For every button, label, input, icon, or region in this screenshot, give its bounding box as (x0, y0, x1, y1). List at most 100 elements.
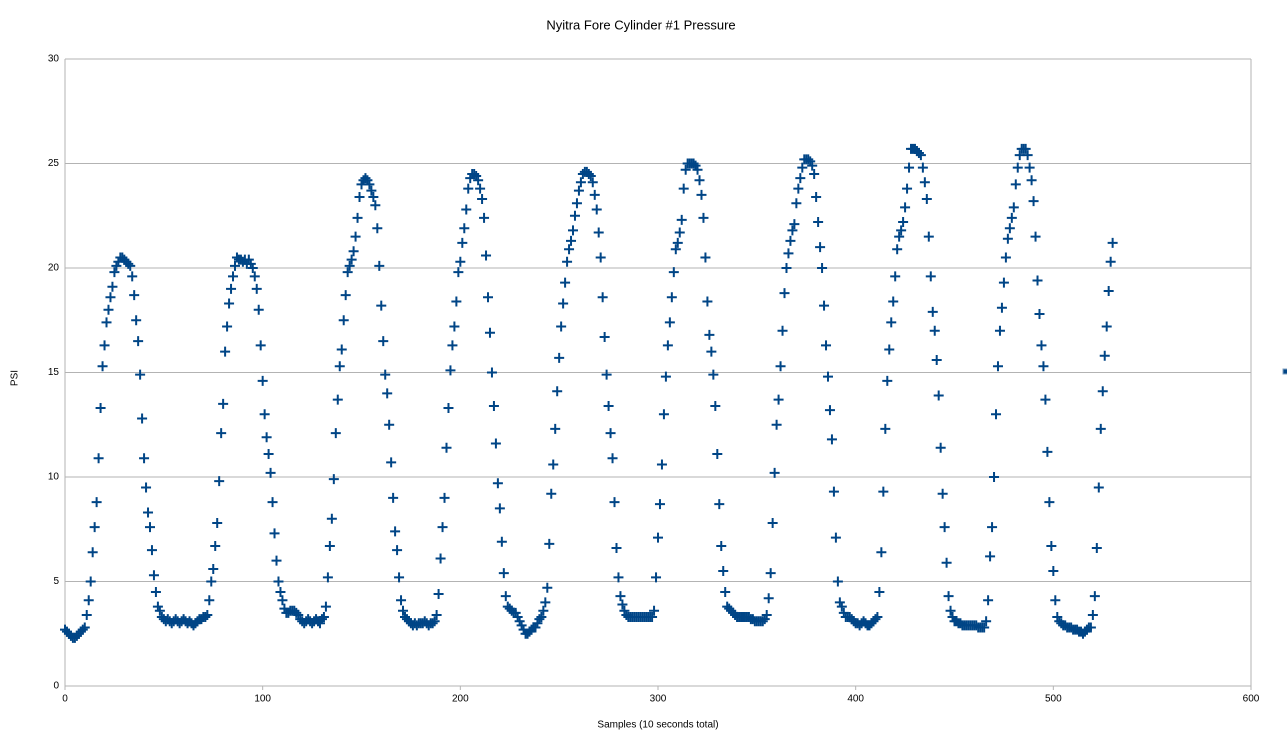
data-point (1036, 340, 1047, 351)
data-point (925, 271, 936, 282)
data-point (609, 497, 620, 508)
data-point (904, 162, 915, 173)
data-point (133, 336, 144, 347)
data-point (830, 532, 841, 543)
data-point (447, 340, 458, 351)
y-tick-label: 25 (48, 158, 60, 169)
data-point (208, 563, 219, 574)
data-point (1093, 482, 1104, 493)
data-point (587, 177, 598, 188)
data-point (376, 300, 387, 311)
data-point (821, 340, 832, 351)
data-point (564, 244, 575, 255)
data-point (807, 160, 818, 171)
data-point (435, 553, 446, 564)
data-point (1012, 162, 1023, 173)
data-point (781, 263, 792, 273)
data-point (769, 467, 780, 478)
data-point (921, 194, 932, 205)
data-point (708, 369, 719, 380)
data-point (688, 158, 699, 169)
data-point (824, 405, 835, 416)
data-point (328, 474, 339, 485)
data-point (218, 398, 229, 409)
data-point (500, 591, 511, 602)
data-point (143, 507, 154, 518)
data-point (603, 400, 614, 411)
data-point (672, 237, 683, 248)
data-point (939, 522, 950, 533)
data-point (79, 622, 90, 633)
data-point (87, 547, 98, 558)
data-point (247, 263, 258, 273)
data-point (536, 612, 547, 623)
data-point (139, 453, 150, 464)
data-point (1038, 361, 1049, 372)
data-point (1099, 350, 1110, 361)
data-point (488, 400, 499, 411)
data-point (795, 173, 806, 184)
data-point (486, 367, 497, 378)
data-point (457, 237, 468, 248)
data-point (886, 317, 897, 328)
data-point (822, 371, 833, 382)
data-point (1024, 162, 1035, 173)
data-point (226, 283, 237, 294)
data-point (469, 168, 480, 179)
data-point (251, 283, 262, 294)
data-point (105, 292, 116, 303)
data-point (811, 191, 822, 202)
data-point (127, 271, 138, 282)
data-point (382, 388, 393, 399)
data-point (109, 267, 120, 278)
data-point (836, 601, 847, 612)
data-point (779, 288, 790, 299)
data-point (876, 547, 887, 558)
data-point (1085, 622, 1096, 633)
data-point (700, 252, 711, 263)
data-point (933, 390, 944, 401)
data-point (131, 315, 142, 326)
data-point (870, 614, 881, 625)
data-point (1105, 256, 1116, 267)
data-point (83, 595, 94, 606)
data-point (449, 321, 460, 332)
data-point (81, 609, 92, 620)
data-point (674, 227, 685, 238)
data-point (200, 612, 211, 623)
y-tick-label: 0 (53, 681, 59, 692)
data-point (562, 256, 573, 267)
data-point (575, 177, 586, 188)
x-tick-label: 0 (62, 694, 68, 705)
data-point (803, 154, 814, 165)
data-point (366, 185, 377, 196)
data-point (704, 329, 715, 340)
data-point (554, 352, 565, 363)
data-point (538, 605, 549, 616)
data-point (144, 522, 155, 533)
data-point (481, 250, 492, 261)
data-point (95, 403, 106, 414)
data-point (479, 212, 490, 223)
data-point (668, 267, 679, 278)
data-point (439, 492, 450, 503)
data-point (941, 557, 952, 568)
data-point (291, 607, 302, 618)
data-point (154, 605, 165, 616)
data-point (611, 543, 622, 554)
data-point (429, 616, 440, 627)
data-point (1030, 231, 1041, 242)
data-point (318, 612, 329, 623)
data-point (384, 419, 395, 430)
data-point (819, 300, 830, 311)
data-point (678, 183, 689, 194)
data-point (884, 344, 895, 355)
data-point (212, 517, 223, 528)
data-point (994, 325, 1005, 336)
data-point (441, 442, 452, 453)
data-point (334, 361, 345, 372)
data-point (894, 231, 905, 242)
data-point (607, 453, 618, 464)
data-point (1097, 386, 1108, 397)
